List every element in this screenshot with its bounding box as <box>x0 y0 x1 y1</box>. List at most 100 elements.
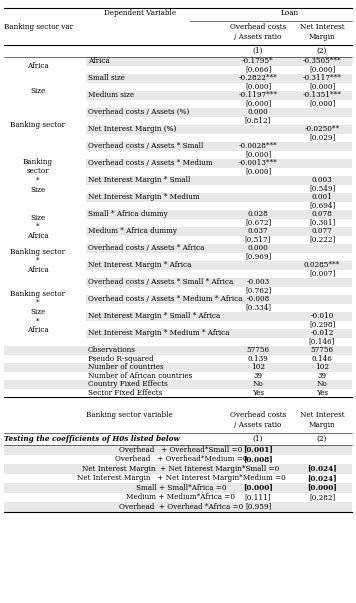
Bar <box>4 483 352 493</box>
Text: (2): (2) <box>317 435 327 443</box>
Text: Overhead   + Overhead*Small =0: Overhead + Overhead*Small =0 <box>119 446 243 453</box>
Text: [0.000]: [0.000] <box>309 99 335 108</box>
Text: [0.066]: [0.066] <box>245 66 271 74</box>
Text: Banking sector var: Banking sector var <box>4 23 73 31</box>
Text: Number of African countries: Number of African countries <box>88 372 192 380</box>
Text: -0.012: -0.012 <box>310 329 334 337</box>
Text: Overhead costs / Assets * Small * Africa: Overhead costs / Assets * Small * Africa <box>88 278 233 286</box>
Text: Small + Small*Africa =0: Small + Small*Africa =0 <box>136 484 226 492</box>
Text: -0.1197***: -0.1197*** <box>239 91 277 99</box>
Text: [0.517]: [0.517] <box>245 236 271 244</box>
Text: Overhead costs / Assets (%): Overhead costs / Assets (%) <box>88 109 189 116</box>
Text: Yes: Yes <box>252 389 264 397</box>
Bar <box>86 57 352 66</box>
Text: [0.029]: [0.029] <box>309 134 335 142</box>
Text: Banking sector: Banking sector <box>10 121 66 129</box>
Text: [0.001]: [0.001] <box>243 446 273 453</box>
Text: Size: Size <box>30 87 46 95</box>
Text: [0.762]: [0.762] <box>245 287 271 295</box>
Text: Net Interest Margin * Africa: Net Interest Margin * Africa <box>88 261 192 270</box>
Text: [0.334]: [0.334] <box>245 304 271 312</box>
Text: [0.000]: [0.000] <box>309 83 335 90</box>
Text: -0.0013***: -0.0013*** <box>239 159 277 167</box>
Text: 0.146: 0.146 <box>312 355 333 363</box>
Text: Net Interest Margin * Medium: Net Interest Margin * Medium <box>88 193 200 201</box>
Text: Overhead costs
/ Assets ratio: Overhead costs / Assets ratio <box>230 411 286 429</box>
Text: [0.000]: [0.000] <box>245 83 271 90</box>
Bar <box>86 261 352 270</box>
Text: [0.111]: [0.111] <box>245 493 271 501</box>
Text: 0.028: 0.028 <box>248 210 268 218</box>
Text: [0.000]: [0.000] <box>245 168 271 175</box>
Bar <box>86 176 352 185</box>
Text: 57756: 57756 <box>310 346 334 354</box>
Text: No: No <box>253 380 263 388</box>
Text: Overhead costs / Assets * Small: Overhead costs / Assets * Small <box>88 142 203 150</box>
Text: Medium size: Medium size <box>88 91 134 99</box>
Bar <box>86 312 352 321</box>
Bar <box>86 210 352 218</box>
Text: -0.1351***: -0.1351*** <box>303 91 341 99</box>
Text: -0.1795*: -0.1795* <box>242 57 274 65</box>
Text: [0.672]: [0.672] <box>245 219 271 227</box>
Text: Overhead  + Overhead *Africa =0: Overhead + Overhead *Africa =0 <box>119 503 243 511</box>
Text: Testing the coefficients of H0s listed below: Testing the coefficients of H0s listed b… <box>4 435 180 443</box>
Text: Number of countries: Number of countries <box>88 363 164 371</box>
Text: [0.008]: [0.008] <box>243 455 273 463</box>
Text: Net Interest Margin (%): Net Interest Margin (%) <box>88 125 176 133</box>
Text: [0.301]: [0.301] <box>309 219 335 227</box>
Text: Net Interest Margin   + Net Interest Margin*Medium =0: Net Interest Margin + Net Interest Margi… <box>77 474 286 482</box>
Bar <box>86 244 352 253</box>
Text: [0.024]: [0.024] <box>307 465 337 473</box>
Text: [0.694]: [0.694] <box>309 202 335 210</box>
Text: 0.003: 0.003 <box>312 176 332 185</box>
Text: 0.139: 0.139 <box>248 355 268 363</box>
Bar <box>4 502 352 511</box>
Text: [0.969]: [0.969] <box>245 253 271 260</box>
Text: Banking
sector
*
Size: Banking sector * Size <box>23 158 53 194</box>
Text: (2): (2) <box>317 47 327 55</box>
Bar <box>4 380 352 388</box>
Text: Banking sector
*
Size
*
Africa: Banking sector * Size * Africa <box>10 289 66 335</box>
Text: Medium + Medium*Africa =0: Medium + Medium*Africa =0 <box>126 493 236 501</box>
Text: 0.000: 0.000 <box>248 244 268 252</box>
Text: [0.959]: [0.959] <box>245 503 271 511</box>
Text: [0.007]: [0.007] <box>309 270 335 278</box>
Text: 39: 39 <box>253 372 263 380</box>
Bar <box>86 278 352 286</box>
Text: -0.0250**: -0.0250** <box>304 125 340 133</box>
Text: Africa: Africa <box>88 57 110 65</box>
Text: -0.3117***: -0.3117*** <box>303 74 341 82</box>
Text: -0.0028***: -0.0028*** <box>239 142 277 150</box>
Text: Africa: Africa <box>27 62 49 69</box>
Text: -0.010: -0.010 <box>310 312 334 320</box>
Bar <box>86 74 352 83</box>
Text: [0.000]: [0.000] <box>243 484 273 492</box>
Bar <box>86 295 352 303</box>
Text: Net Interest Margin * Small * Africa: Net Interest Margin * Small * Africa <box>88 312 220 320</box>
Text: Banking sector
*
Africa: Banking sector * Africa <box>10 248 66 274</box>
Text: 0.037: 0.037 <box>248 227 268 235</box>
Bar <box>4 363 352 371</box>
Bar <box>86 125 352 133</box>
Text: [0.298]: [0.298] <box>309 321 335 329</box>
Text: Country Fixed Effects: Country Fixed Effects <box>88 380 168 388</box>
Text: (1): (1) <box>253 47 263 55</box>
Text: Pseudo R-squared: Pseudo R-squared <box>88 355 154 363</box>
Text: 0.0285***: 0.0285*** <box>304 261 340 270</box>
Text: Net Interest Margin * Small: Net Interest Margin * Small <box>88 176 190 185</box>
Text: Banking sector variable: Banking sector variable <box>86 411 173 419</box>
Text: [0.024]: [0.024] <box>307 474 337 482</box>
Text: [0.000]: [0.000] <box>245 99 271 108</box>
Text: 102: 102 <box>315 363 329 371</box>
Text: -0.003: -0.003 <box>246 278 269 286</box>
Bar <box>86 142 352 151</box>
Bar <box>86 108 352 116</box>
Text: [0.549]: [0.549] <box>309 185 335 193</box>
Text: 0.077: 0.077 <box>312 227 333 235</box>
Text: Size
*
Africa: Size * Africa <box>27 214 49 240</box>
Text: (1): (1) <box>253 435 263 443</box>
Text: [0.282]: [0.282] <box>309 493 335 501</box>
Text: Small * Africa dummy: Small * Africa dummy <box>88 210 168 218</box>
Text: Overhead costs / Assets * Medium: Overhead costs / Assets * Medium <box>88 159 213 167</box>
